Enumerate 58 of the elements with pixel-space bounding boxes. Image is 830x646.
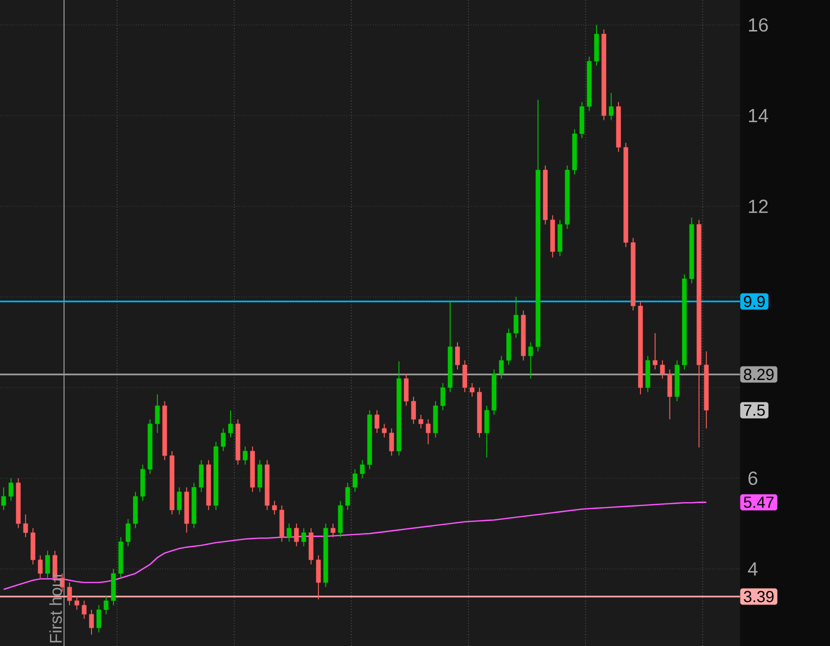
candlestick — [514, 296, 518, 338]
y-tick-label: 4 — [748, 562, 758, 576]
candlestick — [484, 405, 490, 458]
candlestick — [374, 410, 380, 434]
candlestick — [286, 523, 292, 542]
candlestick — [258, 460, 262, 492]
text: 5.47 — [744, 496, 774, 508]
candlestick — [455, 342, 460, 370]
candlestick — [220, 428, 226, 452]
candlestick — [528, 342, 534, 379]
y-tick-label: 16 — [748, 18, 768, 32]
candlestick — [316, 554, 321, 600]
candlestick — [23, 514, 28, 538]
candlestick — [660, 360, 665, 379]
candlestick — [418, 414, 424, 429]
candlestick — [38, 554, 43, 578]
candlestick — [82, 600, 87, 620]
candlestick — [45, 550, 50, 578]
candlestick — [67, 582, 72, 606]
candlestick — [294, 523, 299, 547]
text: 7.5 — [744, 404, 765, 416]
candlestick — [272, 500, 277, 515]
candlestick — [228, 410, 233, 438]
candlestick — [470, 382, 474, 398]
candlestick — [499, 355, 504, 379]
y-tick-label: 6 — [748, 472, 758, 485]
candlestick — [389, 428, 394, 456]
candlestick — [242, 446, 248, 466]
candlestick — [126, 518, 130, 547]
candlestick — [176, 486, 182, 515]
candlestick — [360, 460, 365, 479]
candlestick — [440, 382, 446, 411]
candlestick — [426, 418, 431, 445]
ref-line-label: 3.39 — [744, 590, 774, 602]
ref-line-label: 9.9 — [744, 296, 765, 308]
candlestick — [608, 92, 614, 121]
candlestick — [155, 394, 160, 434]
candlestick — [352, 468, 358, 492]
candlestick — [1, 486, 6, 510]
candlestick — [198, 460, 204, 492]
candlestick — [74, 596, 80, 610]
candlestick — [96, 604, 102, 633]
candlestick — [104, 596, 108, 615]
candlestick — [89, 609, 94, 636]
y-tick-label: 14 — [748, 109, 768, 122]
candlestick — [462, 360, 468, 393]
candlestick — [330, 523, 336, 538]
candlestick — [8, 478, 14, 502]
y-tick-label: 12 — [748, 200, 768, 213]
candlestick — [667, 369, 672, 420]
ref-line-label: 8.29 — [744, 368, 774, 380]
candlestick — [345, 482, 350, 510]
candlestick — [411, 396, 416, 424]
candlestick — [301, 528, 306, 547]
candlestick — [652, 332, 658, 370]
candlestick — [404, 374, 409, 406]
candlestick — [382, 423, 387, 438]
annotation: First hour — [49, 572, 62, 642]
